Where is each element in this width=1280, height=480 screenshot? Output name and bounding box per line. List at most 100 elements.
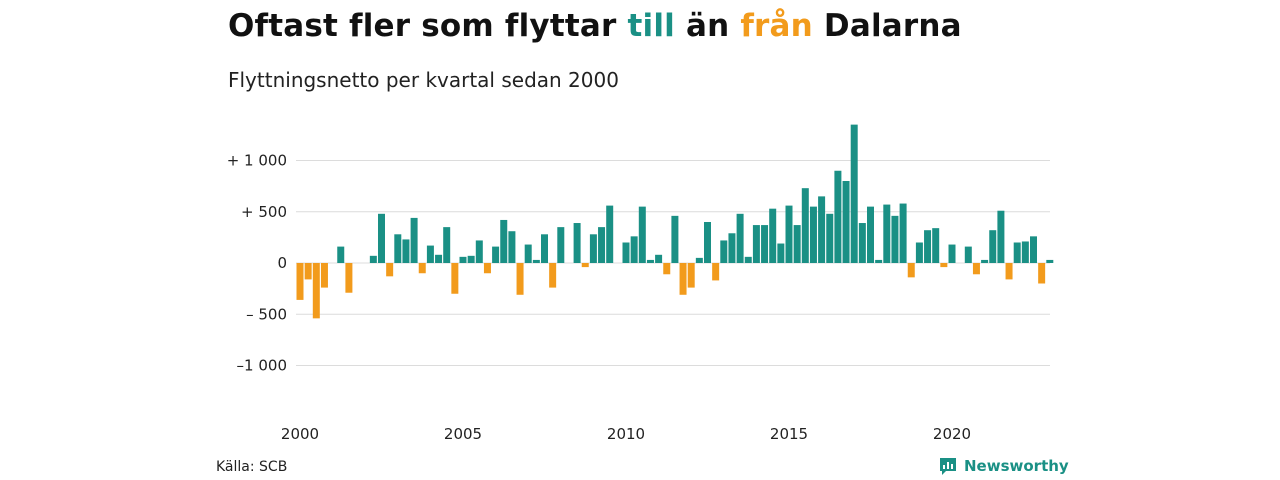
bar xyxy=(793,225,801,263)
bar xyxy=(402,239,410,263)
bar xyxy=(883,204,891,263)
bar xyxy=(809,206,817,263)
x-tick-label: 2015 xyxy=(770,425,808,443)
bar xyxy=(394,234,402,263)
bar xyxy=(467,255,475,263)
bar xyxy=(981,259,989,263)
bar xyxy=(418,263,426,274)
bar xyxy=(410,217,418,263)
bar xyxy=(948,244,956,263)
bar xyxy=(573,223,581,263)
bar xyxy=(483,263,491,274)
bar xyxy=(964,246,972,263)
bar xyxy=(630,236,638,263)
bar xyxy=(581,263,589,268)
bar xyxy=(769,208,777,263)
bar xyxy=(924,230,932,263)
bar xyxy=(589,234,597,263)
newsworthy-logo-icon xyxy=(940,458,956,475)
bar xyxy=(369,255,377,263)
bar xyxy=(940,263,948,268)
bar xyxy=(663,263,671,275)
bar xyxy=(761,225,769,263)
bar xyxy=(867,206,874,263)
bar xyxy=(785,205,793,263)
bar xyxy=(443,227,451,263)
bar xyxy=(541,234,548,263)
bar xyxy=(1046,259,1054,263)
bar xyxy=(777,243,785,263)
bar xyxy=(752,225,760,263)
bar xyxy=(508,231,516,263)
bar xyxy=(695,257,703,263)
bar xyxy=(516,263,524,295)
y-tick-label: 0 xyxy=(277,254,287,272)
bar xyxy=(842,181,850,263)
source-label: Källa: SCB xyxy=(216,459,288,475)
bar xyxy=(345,263,353,293)
bar xyxy=(492,246,500,263)
bar xyxy=(500,219,508,263)
bar xyxy=(1005,263,1013,280)
bar xyxy=(459,256,467,263)
bar xyxy=(1038,263,1046,284)
bar xyxy=(744,256,752,263)
chart-subtitle: Flyttningsnetto per kvartal sedan 2000 xyxy=(228,68,619,92)
bar xyxy=(720,240,728,263)
bar xyxy=(826,213,834,263)
bar xyxy=(858,223,866,263)
x-tick-label: 2000 xyxy=(281,425,319,443)
bar xyxy=(646,259,654,263)
title-part-3: Dalarna xyxy=(812,8,962,44)
bar xyxy=(524,244,532,263)
bar xyxy=(426,245,434,263)
bar xyxy=(312,263,320,319)
bar xyxy=(304,263,312,280)
bar xyxy=(801,188,809,263)
y-tick-label: + 1 000 xyxy=(227,152,287,170)
bar xyxy=(972,263,980,275)
bar xyxy=(1030,236,1037,263)
bar xyxy=(606,205,614,263)
title-highlight-to: till xyxy=(627,8,675,44)
bar xyxy=(850,124,858,263)
brand-name: Newsworthy xyxy=(964,457,1069,475)
bar xyxy=(320,263,328,288)
bar xyxy=(915,242,923,263)
bar xyxy=(997,210,1005,263)
bar xyxy=(712,263,720,281)
x-tick-label: 2020 xyxy=(933,425,971,443)
brand-logo: Newsworthy xyxy=(938,456,1069,476)
bar xyxy=(671,215,679,263)
bar xyxy=(638,206,646,263)
bar xyxy=(728,233,736,263)
bar xyxy=(989,230,997,263)
y-tick-label: – 500 xyxy=(246,305,287,323)
bar xyxy=(598,227,606,263)
bar xyxy=(337,246,345,263)
bar xyxy=(1013,242,1021,263)
bar xyxy=(875,259,883,263)
bar xyxy=(1021,241,1029,263)
bar xyxy=(899,203,907,263)
bar xyxy=(834,170,842,263)
x-tick-label: 2010 xyxy=(607,425,645,443)
y-tick-label: –1 000 xyxy=(237,357,287,375)
y-tick-label: + 500 xyxy=(241,203,287,221)
bar xyxy=(655,254,663,263)
x-tick-label: 2005 xyxy=(444,425,482,443)
bar xyxy=(386,263,394,277)
bar xyxy=(475,240,483,263)
bar xyxy=(557,227,565,263)
bar xyxy=(378,213,385,263)
bar xyxy=(532,259,540,263)
bar xyxy=(818,196,826,263)
bar xyxy=(932,228,940,263)
bar xyxy=(549,263,557,288)
bar xyxy=(687,263,695,288)
bar xyxy=(907,263,915,278)
bar xyxy=(296,263,304,300)
bar xyxy=(435,254,443,263)
bar xyxy=(704,222,711,263)
